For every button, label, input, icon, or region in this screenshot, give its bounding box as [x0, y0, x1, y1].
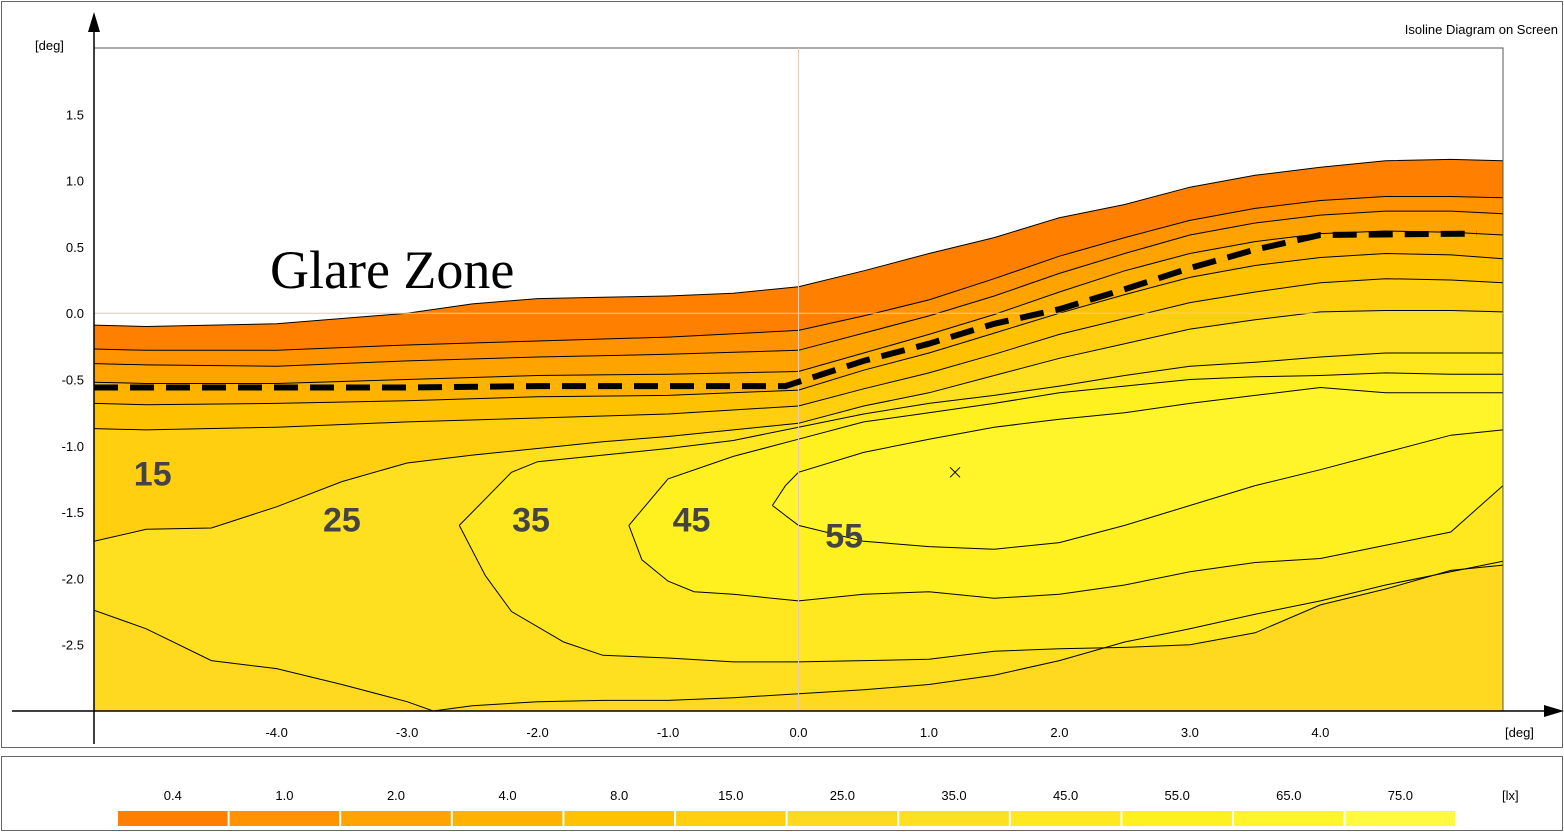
chart-panel: 15 25 35 45 55 Glare Zone -4.0 -3.0 -2.0 -1.0 0.… — [1, 1, 1564, 748]
isoline-chart: 15 25 35 45 55 Glare Zone -4.0 -3.0 -2.0 -1.0 0.… — [12, 12, 1564, 744]
legend-level-label: 2.0 — [387, 788, 405, 803]
glare-zone-label: Glare Zone — [270, 240, 514, 300]
legend-level-label: 65.0 — [1276, 788, 1301, 803]
band-fill-65 — [772, 387, 1503, 550]
y-tick-label: -1.0 — [62, 439, 84, 454]
x-tick-label: 1.0 — [920, 725, 938, 740]
legend-level-label: 45.0 — [1053, 788, 1078, 803]
y-tick-label: 1.5 — [66, 107, 84, 122]
legend-swatch — [564, 811, 674, 826]
x-tick-label: -3.0 — [396, 725, 418, 740]
y-tick-label: -2.5 — [62, 638, 84, 653]
legend-swatch — [676, 811, 786, 826]
isoline-45 — [458, 525, 1503, 663]
isoline-65 — [772, 429, 1503, 550]
isolines — [94, 158, 1503, 711]
y-tick-label: -1.5 — [62, 505, 84, 520]
contour-label-15: 15 — [134, 455, 172, 493]
legend-level-label: 25.0 — [830, 788, 855, 803]
legend-level-label: 0.4 — [164, 788, 182, 803]
isoline-8 — [94, 252, 1503, 406]
legend-level-label: 15.0 — [718, 788, 743, 803]
x-axis-arrow — [1544, 705, 1564, 717]
legend-swatch — [341, 811, 451, 826]
isoline-45 — [458, 352, 1503, 526]
legend-swatch — [899, 811, 1009, 826]
isoline-2 — [94, 210, 1503, 367]
marker-stroke-b — [949, 466, 961, 478]
legend-level-label: 35.0 — [941, 788, 966, 803]
legend-swatch — [229, 811, 340, 826]
y-tick-label: 1.0 — [66, 174, 84, 189]
legend-level-label: 55.0 — [1165, 788, 1190, 803]
chart-title: Isoline Diagram on Screen — [1405, 22, 1558, 37]
y-tick-label: 0.5 — [66, 240, 84, 255]
isoline-55 — [628, 485, 1503, 602]
contour-label-35: 35 — [512, 502, 550, 540]
legend-swatch — [1010, 811, 1121, 826]
x-tick-label: -2.0 — [526, 725, 548, 740]
contour-label-25: 25 — [323, 502, 361, 540]
y-tick-label: -2.0 — [62, 571, 84, 586]
legend-swatch — [787, 811, 898, 826]
legend-swatch — [118, 811, 228, 826]
isoline-0.4 — [94, 158, 1503, 328]
isoline-4 — [94, 230, 1503, 384]
color-legend: 0.4 1.0 2.0 4.0 8.0 15.0 25.0 35.0 45.0 55.0 65.0 7… — [118, 788, 1519, 826]
legend-swatch — [1345, 811, 1456, 826]
legend-swatch — [1234, 811, 1344, 826]
contour-labels: 15 25 35 45 55 — [134, 455, 863, 555]
legend-panel: 0.4 1.0 2.0 4.0 8.0 15.0 25.0 35.0 45.0 55.0 65.0 7… — [1, 756, 1563, 831]
legend-swatch — [452, 811, 563, 826]
isoline-35 — [94, 560, 1503, 711]
x-tick-label: 3.0 — [1181, 725, 1199, 740]
isoline-55 — [628, 372, 1503, 526]
y-axis-arrow — [88, 12, 100, 32]
x-tick-label: -1.0 — [657, 725, 679, 740]
isoline-1 — [94, 196, 1503, 351]
legend-items: 0.4 1.0 2.0 4.0 8.0 15.0 25.0 35.0 45.0 55.0 65.0 7… — [118, 788, 1456, 826]
legend-swatch — [1122, 811, 1232, 826]
y-tick-label: 0.0 — [66, 306, 84, 321]
maximum-marker — [949, 466, 961, 478]
isoline-15 — [94, 278, 1503, 431]
x-tick-label: 4.0 — [1311, 725, 1329, 740]
band-fill-15-lower — [94, 561, 1503, 711]
contour-label-55: 55 — [825, 518, 863, 556]
x-tick-label: 2.0 — [1050, 725, 1068, 740]
cutoff-line-group — [94, 230, 1477, 391]
isoline-65 — [771, 386, 1503, 506]
axes: -4.0 -3.0 -2.0 -1.0 0.0 1.0 2.0 3.0 4.0 1.5 1.0 0.5… — [12, 12, 1564, 744]
x-axis-label: [deg] — [1505, 725, 1534, 740]
legend-level-label: 4.0 — [499, 788, 517, 803]
x-tick-label: -4.0 — [265, 725, 287, 740]
contour-label-45: 45 — [673, 502, 711, 540]
x-tick-label: 0.0 — [789, 725, 807, 740]
legend-level-label: 75.0 — [1388, 788, 1413, 803]
cutoff-line — [94, 230, 1477, 391]
y-axis-label: [deg] — [35, 38, 64, 53]
y-tick-label: -0.5 — [62, 373, 84, 388]
legend-level-label: 8.0 — [610, 788, 628, 803]
legend-unit: [lx] — [1502, 788, 1519, 803]
legend-level-label: 1.0 — [275, 788, 293, 803]
